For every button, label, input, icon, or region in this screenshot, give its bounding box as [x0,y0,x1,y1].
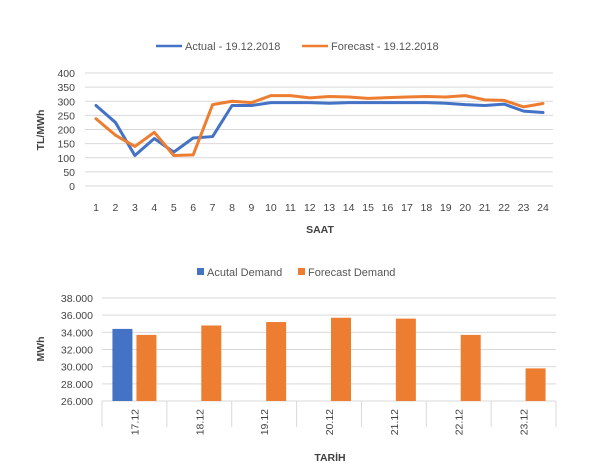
bar-forecast-21.12 [395,318,416,401]
x-tick-label: 21.12 [389,409,401,435]
y-tick-label: 350 [57,82,75,94]
demand-bar-chart: Acutal Demand Forecast Demand 38.000 36.000… [35,267,557,464]
x-tick-label: 15 [362,202,374,214]
x-tick-label: 8 [229,202,235,214]
series-line-2 [94,94,545,157]
y-tick-label: 38.000 [61,293,93,305]
y-tick-label: 400 [57,68,75,80]
bar-chart-legend: Acutal Demand Forecast Demand [197,267,395,279]
y-tick-label: 28.000 [61,379,93,391]
y-tick-label: 50 [63,167,75,179]
legend-label-1: Acutal Demand [207,267,282,279]
x-tick-label: 13 [323,202,335,214]
y-tick-label: 30.000 [61,362,93,374]
x-tick-label: 24 [537,202,549,214]
x-tick-label: 3 [132,202,138,214]
x-tick-label: 17 [401,202,413,214]
x-tick-label: 11 [285,202,296,214]
bar-forecast-20.12 [331,317,351,401]
x-tick-label: 20 [459,202,471,214]
x-tick-label: 18.12 [194,409,206,435]
bar-forecast-17.12 [136,334,157,401]
x-tick-label: 22.12 [454,409,466,435]
bar-forecast-22.12 [460,334,481,401]
x-tick-label: 5 [171,202,177,214]
bar-actual-17.12 [112,328,133,401]
y-tick-label: 32.000 [61,345,93,357]
legend-swatch-2 [298,268,305,275]
x-tick-label: 23 [518,202,530,214]
x-tick-label: 23.12 [519,409,531,435]
y-axis-title: MWh [35,336,47,361]
x-tick-label: 4 [151,202,157,214]
bar-forecast-19.12 [266,322,287,401]
x-tick-label: 21 [479,202,491,214]
legend-label-2: Forecast - 19.12.2018 [331,41,439,53]
x-tick-label: 20.12 [324,409,336,435]
x-axis-title: TARİH [314,451,345,464]
x-tick-label: 14 [343,202,355,214]
x-tick-label: 17.12 [129,409,141,435]
y-tick-label: 100 [57,153,75,165]
x-tick-label: 9 [249,202,255,214]
y-tick-label: 36.000 [61,310,93,322]
x-tick-label: 19 [440,202,452,214]
y-tick-label: 34.000 [61,327,93,339]
y-axis-title: TL/MWh [35,110,47,151]
x-tick-label: 18 [421,202,433,214]
legend-label-2: Forecast Demand [308,267,395,279]
x-tick-label: 2 [113,202,119,214]
x-tick-label: 7 [210,202,216,214]
x-tick-label: 19.12 [259,409,271,435]
y-tick-label: 26.000 [61,396,93,408]
y-tick-label: 200 [57,125,75,137]
x-tick-label: 6 [190,202,196,214]
line-chart-legend: Actual - 19.12.2018 Forecast - 19.12.2018 [156,41,439,53]
y-tick-label: 150 [57,139,75,151]
x-tick-label: 22 [498,202,510,214]
x-tick-label: 10 [265,202,277,214]
y-tick-label: 0 [69,181,75,193]
legend-label-1: Actual - 19.12.2018 [185,41,280,53]
y-tick-label: 250 [57,110,75,122]
bar-forecast-18.12 [201,325,222,401]
x-tick-label: 1 [93,202,99,214]
price-line-chart: Actual - 19.12.2018 Forecast - 19.12.2018… [35,41,553,236]
legend-swatch-1 [197,268,204,275]
bar-forecast-23.12 [525,368,546,401]
x-tick-label: 12 [304,202,316,214]
x-tick-label: 16 [382,202,394,214]
x-axis-title: SAAT [306,224,334,236]
y-tick-label: 300 [57,96,75,108]
